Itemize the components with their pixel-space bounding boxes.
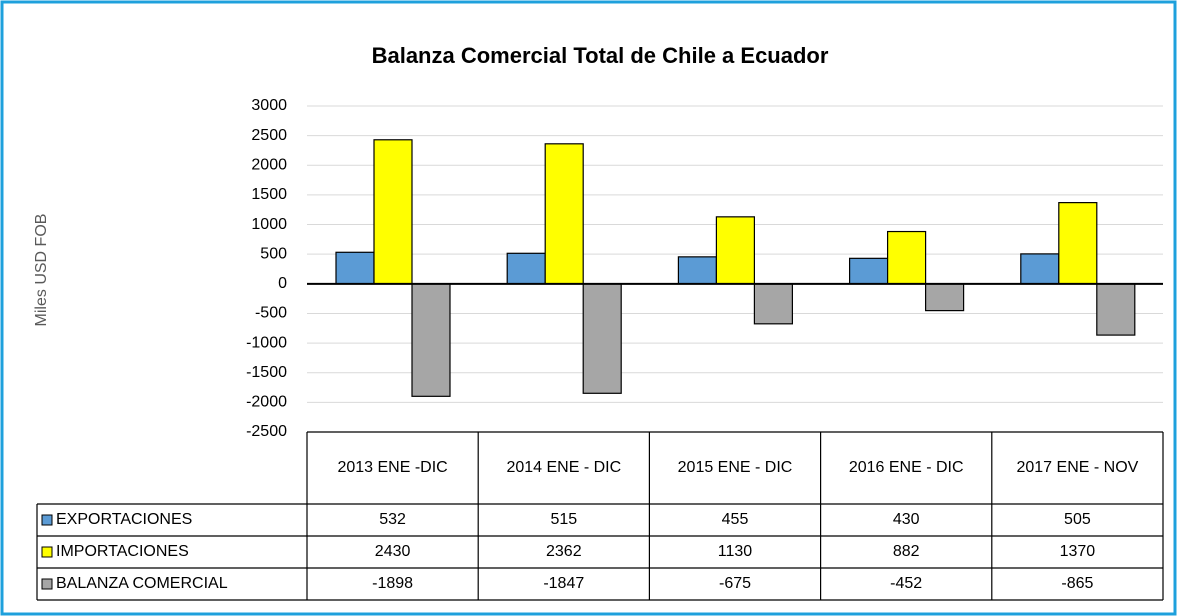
bar [1096, 283, 1136, 336]
chart-title: Balanza Comercial Total de Chile a Ecuad… [372, 43, 829, 68]
data-label: -452 [890, 575, 922, 592]
bar [411, 283, 451, 397]
y-tick-label: -1000 [246, 334, 287, 351]
data-label: 455 [722, 511, 749, 528]
y-tick-label: 0 [278, 275, 287, 292]
y-tick-label: -1500 [246, 364, 287, 381]
data-label: -1898 [372, 575, 413, 592]
y-tick-label: 2000 [251, 156, 287, 173]
legend-label: BALANZA COMERCIAL [56, 575, 228, 592]
y-tick-label: 1000 [251, 216, 287, 233]
y-axis-label: Miles USD FOB [33, 214, 50, 327]
data-label: 515 [550, 511, 577, 528]
bar [677, 256, 718, 285]
bar [544, 143, 584, 285]
y-tick-label: -500 [255, 305, 287, 322]
data-label: 1370 [1060, 543, 1096, 560]
data-label: 430 [893, 511, 920, 528]
x-tick-label: 2013 ENE -DIC [337, 459, 447, 476]
x-tick-label: 2017 ENE - NOV [1016, 459, 1138, 476]
bar [373, 139, 413, 285]
bar [753, 283, 794, 325]
x-tick-label: 2014 ENE - DIC [506, 459, 621, 476]
bar [924, 283, 965, 312]
bar [1058, 202, 1098, 285]
data-label: 2362 [546, 543, 582, 560]
y-tick-label: -2000 [246, 394, 287, 411]
x-tick-label: 2016 ENE - DIC [849, 459, 964, 476]
data-label: 1130 [718, 543, 753, 560]
bar [506, 252, 546, 285]
data-label: -1847 [543, 575, 584, 592]
legend-label: EXPORTACIONES [56, 511, 192, 528]
y-tick-label: 1500 [251, 186, 287, 203]
bar [582, 283, 622, 394]
legend-swatch [41, 578, 53, 590]
y-tick-label: -2500 [246, 423, 287, 440]
data-label: 532 [379, 511, 406, 528]
data-label: -865 [1061, 575, 1093, 592]
data-label: 882 [893, 543, 920, 560]
legend-swatch [41, 514, 53, 526]
bar [848, 257, 889, 285]
y-tick-label: 500 [260, 245, 287, 262]
bar [1020, 253, 1060, 285]
x-tick-label: 2015 ENE - DIC [678, 459, 793, 476]
legend-label: IMPORTACIONES [56, 543, 189, 560]
y-tick-label: 3000 [251, 97, 287, 114]
data-label: 2430 [375, 543, 411, 560]
legend-swatch [41, 546, 53, 558]
y-tick-label: 2500 [251, 127, 287, 144]
bar [715, 216, 756, 285]
bar [335, 251, 375, 285]
data-label: -675 [719, 575, 751, 592]
bar [886, 230, 927, 285]
data-label: 505 [1064, 511, 1091, 528]
